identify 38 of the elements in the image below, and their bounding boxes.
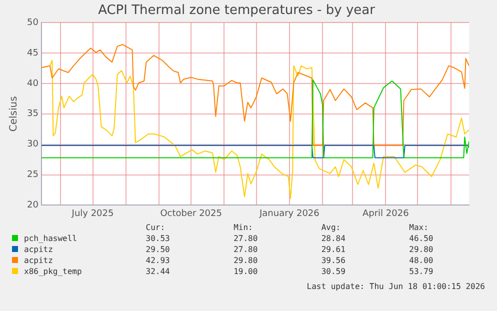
text: 29.80 (234, 255, 259, 266)
y-tick-label: 35 (27, 109, 38, 120)
text: 42.93 (146, 255, 171, 266)
legend-label: pch_haswell (23, 233, 78, 244)
legend-label: acpitz (23, 255, 54, 266)
text: 32.44 (146, 266, 171, 277)
text: 19.00 (234, 266, 259, 277)
text: Avg: (321, 222, 342, 233)
text: 48.00 (409, 255, 434, 266)
text: Cur: (146, 222, 166, 233)
y-tick-label: 25 (27, 170, 38, 180)
text: 29.80 (409, 244, 434, 255)
y-tick-label: 45 (27, 48, 38, 58)
legend-label: x86_pkg_temp (23, 266, 83, 277)
y-tick-label: 20 (27, 200, 39, 211)
x-tick-label: July 2025 (70, 208, 114, 219)
text: 53.79 (409, 266, 434, 277)
text: 27.80 (234, 233, 259, 244)
text: 28.84 (321, 233, 346, 244)
text: Max: (409, 222, 430, 233)
text: 27.80 (234, 244, 259, 255)
y-tick-label: 40 (27, 78, 39, 89)
x-tick-label: April 2026 (362, 208, 410, 219)
y-tick-label: 30 (27, 140, 39, 150)
y-tick-label: 50 (27, 18, 39, 28)
text: 30.53 (146, 233, 171, 244)
text: Last update: Thu Jun 18 01:00:15 2026 (306, 282, 485, 291)
text: 46.50 (409, 233, 434, 244)
text: 39.56 (321, 255, 346, 266)
text: 29.50 (146, 244, 171, 255)
legend-label: acpitz (23, 244, 54, 255)
x-tick-label: October 2025 (160, 208, 222, 219)
chart-title: ACPI Thermal zone temperatures - by year (98, 3, 376, 18)
text: Min: (234, 222, 254, 233)
text: 29.61 (321, 244, 346, 255)
text: 30.59 (321, 266, 346, 277)
y-axis-title: Celsius (8, 96, 20, 132)
x-tick-label: January 2026 (258, 208, 320, 219)
